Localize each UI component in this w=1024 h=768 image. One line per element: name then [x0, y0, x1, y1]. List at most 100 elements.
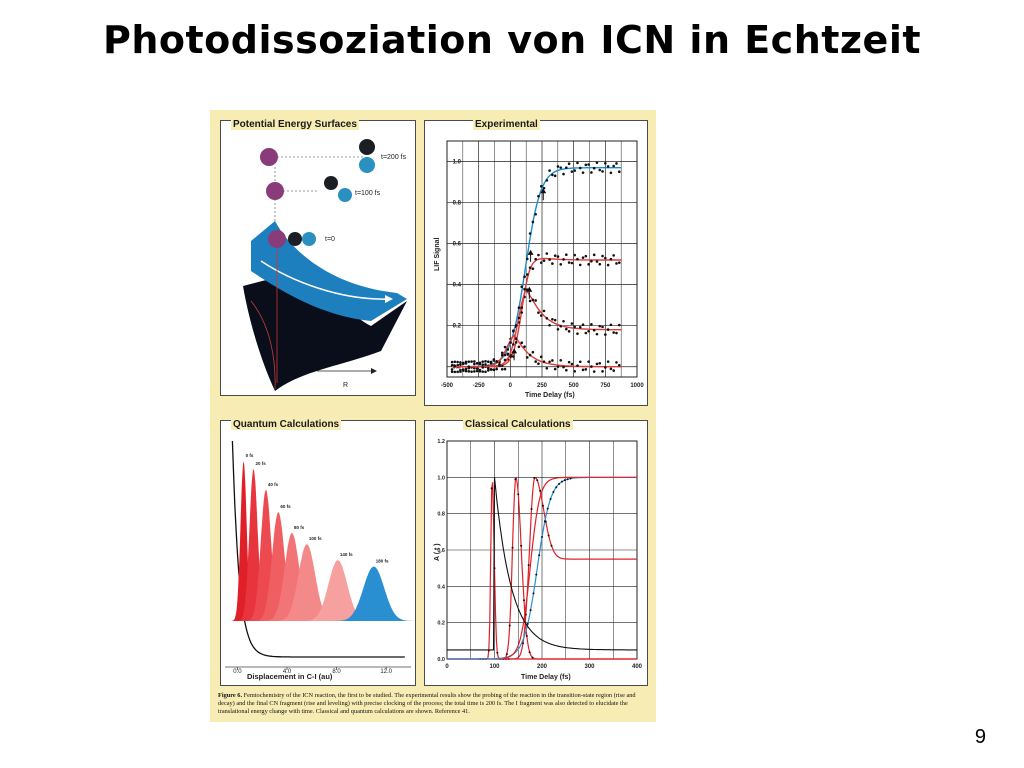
data-point [590, 322, 593, 326]
data-point [523, 287, 526, 291]
x-axis-label: Time Delay (fs) [521, 674, 571, 681]
nitrogen-atom-icon [359, 157, 375, 173]
y-tick-label: 0.2 [453, 324, 462, 330]
y-tick-label: 1.0 [453, 160, 462, 166]
caption-label: Figure 6. [218, 692, 243, 699]
data-point [543, 520, 546, 523]
data-point [500, 353, 504, 357]
data-point [467, 360, 471, 363]
data-point [570, 261, 574, 265]
data-point [464, 369, 468, 373]
data-point [565, 368, 568, 372]
data-point [598, 168, 602, 172]
data-point [609, 171, 613, 175]
data-point [473, 360, 476, 363]
data-point [578, 360, 582, 364]
data-point [542, 360, 546, 363]
data-point [522, 599, 525, 602]
y-tick-label: 0.0 [437, 657, 445, 663]
data-point [559, 324, 563, 328]
data-point [541, 504, 544, 507]
data-point [545, 179, 549, 182]
data-point [549, 497, 552, 500]
data-point [556, 255, 560, 258]
data-point [598, 324, 602, 328]
panel-classical-calculations: Classical Calculations A ( t ) Time Dela… [424, 419, 648, 686]
wavepacket [230, 461, 257, 621]
data-point [489, 360, 493, 364]
x-tick-label: 100 [489, 664, 500, 670]
data-point [498, 364, 501, 367]
data-point [517, 306, 521, 309]
x-tick-label: 12.0 [380, 669, 392, 675]
data-point [617, 261, 621, 264]
data-point [473, 370, 476, 373]
data-point [567, 330, 571, 333]
arrow-head [526, 286, 533, 292]
x-tick-label: 200 [537, 664, 548, 670]
data-point [522, 642, 524, 645]
x-tick-label: 0 [509, 383, 513, 389]
arrow-head [540, 188, 547, 194]
x-tick-label: 250 [537, 383, 548, 389]
wavepacket-label: 60 fs [280, 504, 291, 509]
wavepacket [329, 566, 415, 621]
data-point [530, 507, 533, 510]
data-point [500, 351, 504, 355]
data-point [551, 317, 554, 321]
data-point [587, 263, 590, 266]
data-point [514, 478, 517, 481]
data-point [539, 184, 543, 188]
data-point [612, 254, 615, 257]
wavepacket [244, 490, 288, 621]
y-tick-label: 1.0 [437, 475, 445, 481]
data-point [573, 370, 576, 373]
data-point [590, 171, 593, 174]
data-point [531, 298, 535, 302]
y-tick-label: 0.2 [437, 621, 445, 627]
data-point [475, 369, 479, 373]
data-point [529, 609, 532, 612]
data-point [551, 173, 554, 177]
x-tick-label: 500 [569, 383, 580, 389]
data-point [505, 653, 508, 656]
data-point [520, 311, 524, 314]
fit-line [452, 334, 622, 368]
pes-label-t200: t=200 fs [381, 154, 407, 161]
data-point [542, 259, 546, 262]
data-point [559, 263, 563, 266]
data-point [576, 364, 579, 367]
data-point [517, 316, 521, 320]
wavepacket-label: 100 fs [309, 536, 322, 541]
data-point [542, 309, 546, 313]
data-point [526, 273, 529, 276]
data-point [595, 260, 599, 263]
data-point [467, 365, 471, 368]
data-point [503, 367, 507, 371]
data-point [559, 359, 563, 362]
data-point [525, 634, 528, 637]
data-point [576, 332, 579, 335]
data-point [566, 478, 569, 481]
panel-title: Potential Energy Surfaces [231, 119, 359, 130]
data-point [492, 359, 496, 362]
data-point [539, 261, 543, 264]
wavepacket-label: 80 fs [294, 525, 305, 530]
data-point [459, 361, 462, 364]
data-point [541, 536, 543, 539]
data-point [450, 370, 454, 374]
data-point [484, 360, 487, 363]
data-point [555, 486, 558, 489]
data-point [528, 266, 532, 269]
data-point [573, 169, 576, 172]
data-point [606, 360, 610, 363]
data-point [470, 360, 473, 363]
data-point [590, 365, 593, 368]
data-point [523, 345, 526, 348]
data-point [456, 370, 459, 374]
data-point [551, 262, 554, 265]
data-point [486, 360, 490, 363]
data-point [565, 327, 568, 331]
data-point [539, 489, 542, 492]
